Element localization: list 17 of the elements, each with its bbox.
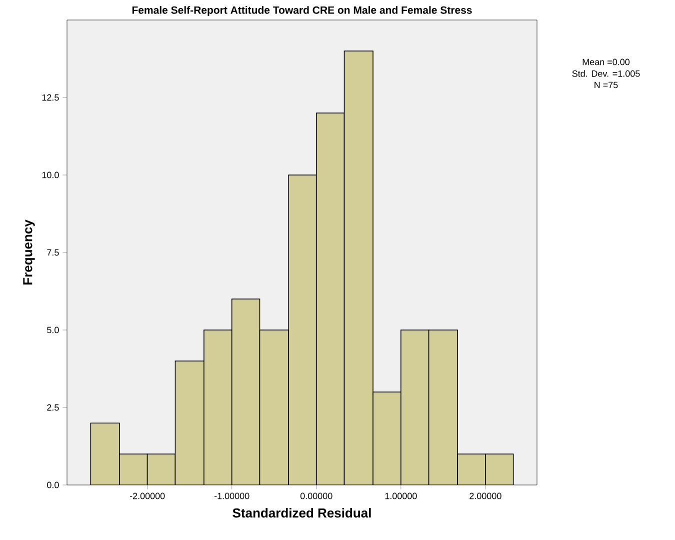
chart-title: Female Self-Report Attitude Toward CRE on Male and Female Stress bbox=[132, 6, 472, 16]
y-tick-label: 5.0 bbox=[47, 326, 59, 334]
x-tick-label: -1.00000 bbox=[214, 492, 250, 500]
y-tick-label: 7.5 bbox=[47, 249, 59, 256]
y-tick-label: 2.5 bbox=[47, 404, 59, 411]
text: Mean =0.00 bbox=[582, 58, 630, 66]
x-tick-label: 1.00000 bbox=[385, 492, 417, 500]
x-tick-label: 0.00000 bbox=[300, 492, 332, 500]
text: N =75 bbox=[594, 82, 618, 88]
y-tick-label: 10.0 bbox=[42, 172, 59, 178]
y-tick-label: 0.0 bbox=[47, 482, 59, 488]
y-axis-title: Frequency bbox=[23, 220, 35, 284]
x-axis-title: Standardized Residual bbox=[232, 508, 371, 518]
x-tick-label: 2.00000 bbox=[470, 492, 502, 500]
text: Std. Dev. =1.005 bbox=[572, 70, 640, 77]
y-tick-label: 12.5 bbox=[42, 94, 59, 101]
x-tick-label: -2.00000 bbox=[130, 492, 165, 500]
